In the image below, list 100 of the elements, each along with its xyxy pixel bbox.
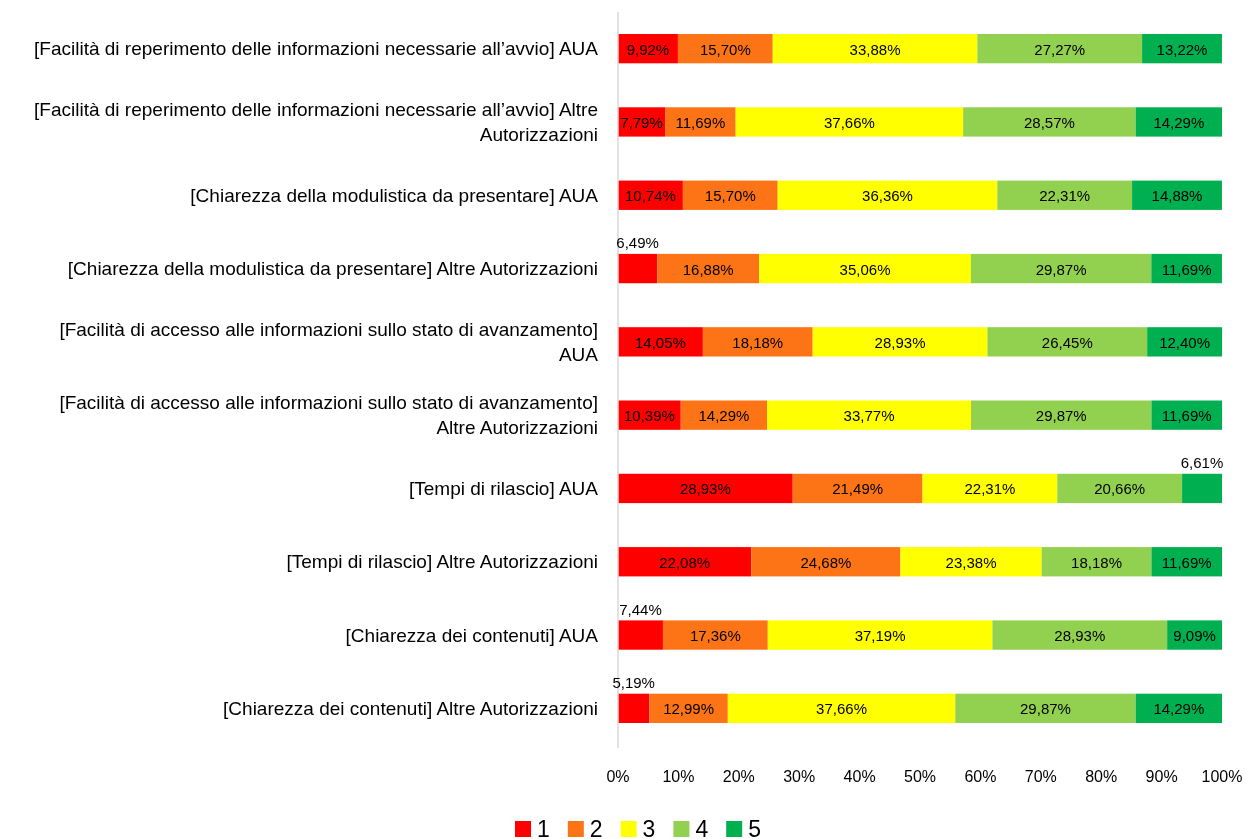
bar [772, 33, 978, 64]
data-label: 22,08% [659, 553, 711, 571]
x-tick-label: 100% [1201, 767, 1243, 785]
data-label: 28,93% [1054, 626, 1106, 644]
data-label: 33,77% [843, 406, 895, 424]
x-tick-label: 40% [843, 767, 876, 785]
bar [677, 33, 773, 64]
data-label: 14,29% [1153, 113, 1205, 131]
data-label: 7,79% [620, 113, 663, 131]
data-label: 11,69% [1161, 260, 1212, 278]
y-tick-label: [Facilità di reperimento delle informazioni necessarie all’avvio] AUA [34, 38, 599, 60]
bar [618, 327, 703, 357]
data-label: 21,49% [832, 479, 884, 497]
data-label: 10,39% [623, 406, 675, 424]
bar [751, 547, 901, 577]
data-label: 11,69% [675, 113, 726, 131]
data-label: 22,31% [964, 479, 1016, 497]
data-label: 14,29% [698, 406, 750, 424]
bar [767, 400, 972, 430]
bar [987, 327, 1148, 357]
data-label: 37,66% [823, 113, 875, 131]
x-tick-label: 60% [964, 767, 997, 785]
y-tick-label: [Facilità di accesso alle informazioni sullo stato di avanzamento] AUA [59, 318, 599, 365]
bar [759, 253, 971, 284]
data-label: 37,19% [854, 626, 906, 644]
data-label: 6,49% [616, 233, 659, 251]
bar [977, 33, 1143, 64]
data-label: 15,70% [704, 186, 756, 204]
data-label: 22,31% [1039, 186, 1091, 204]
data-label: 12,40% [1159, 333, 1211, 351]
data-label: 18,18% [1071, 553, 1122, 571]
y-tick-label: [Tempi di rilascio] AUA [408, 477, 599, 499]
data-label: 6,61% [1180, 453, 1224, 471]
bar [792, 473, 923, 504]
legend-label: 5 [748, 816, 761, 839]
x-tick-label: 90% [1145, 767, 1178, 785]
bar [922, 473, 1058, 504]
data-label: 9,09% [1173, 626, 1216, 644]
data-label: 15,70% [699, 40, 751, 58]
x-tick-label: 0% [606, 767, 630, 785]
bar [618, 253, 658, 284]
y-tick-label: [Facilità di accesso alle informazioni sullo stato di avanzamento] Altre Autorizzazioni [59, 392, 598, 439]
data-label: 28,57% [1023, 113, 1075, 131]
data-label: 37,66% [816, 699, 867, 717]
data-label: 9,92% [626, 40, 670, 58]
legend-label: 4 [695, 816, 709, 839]
data-label: 16,88% [682, 260, 734, 278]
data-label: 14,88% [1151, 186, 1203, 204]
legend-label: 1 [537, 816, 550, 839]
bar [1147, 327, 1223, 357]
bar [682, 180, 778, 210]
bar [618, 693, 650, 724]
bar [1057, 473, 1183, 504]
data-label: 14,29% [1153, 699, 1205, 717]
data-label: 28,93% [874, 333, 926, 351]
bar [727, 693, 956, 724]
y-tick-label: [Chiarezza della modulistica da presentare] AUA [190, 184, 599, 206]
bar [1182, 473, 1222, 504]
data-label: 23,38% [945, 553, 997, 571]
bar [665, 107, 736, 137]
bar [1135, 107, 1222, 137]
data-label: 28,93% [679, 479, 731, 497]
x-tick-label: 50% [903, 767, 937, 785]
data-label: 24,68% [800, 553, 852, 571]
bar [618, 547, 752, 577]
x-tick-label: 20% [722, 767, 755, 785]
bar [680, 400, 768, 430]
data-label: 17,36% [689, 626, 741, 644]
bar [812, 327, 988, 357]
data-label: 10,74% [625, 186, 676, 204]
data-label: 11,69% [1161, 406, 1212, 424]
x-tick-label: 70% [1024, 767, 1057, 785]
data-label: 11,69% [1161, 553, 1212, 571]
data-label: 20,66% [1094, 479, 1146, 497]
data-label: 18,18% [732, 333, 784, 351]
bar [662, 620, 768, 650]
y-tick-label: [Tempi di rilascio] Altre Autorizzazioni [286, 551, 598, 573]
data-label: 29,87% [1035, 406, 1087, 424]
bar [735, 107, 964, 137]
bar [955, 693, 1136, 724]
bar [702, 327, 813, 357]
bar [618, 473, 793, 504]
bar [963, 107, 1136, 137]
y-tick-label: [Chiarezza dei contenuti] AUA [345, 624, 599, 646]
legend-label: 2 [589, 816, 603, 839]
data-label: 12,99% [663, 699, 715, 717]
data-label: 7,44% [619, 600, 662, 618]
y-tick-label: [Chiarezza dei contenuti] Altre Autorizzazioni [223, 697, 598, 719]
bar [992, 620, 1168, 650]
data-label: 33,88% [849, 40, 901, 58]
data-label: 14,05% [634, 333, 686, 351]
x-tick-label: 30% [783, 767, 816, 785]
data-label: 35,06% [839, 260, 891, 278]
y-tick-label: [Chiarezza della modulistica da presentare] Altre Autorizzazioni [67, 258, 598, 280]
bar [971, 400, 1152, 430]
bar [767, 620, 993, 650]
data-label: 36,36% [862, 186, 913, 204]
data-label: 29,87% [1035, 260, 1087, 278]
bar [900, 547, 1042, 577]
data-label: 29,87% [1020, 699, 1071, 717]
